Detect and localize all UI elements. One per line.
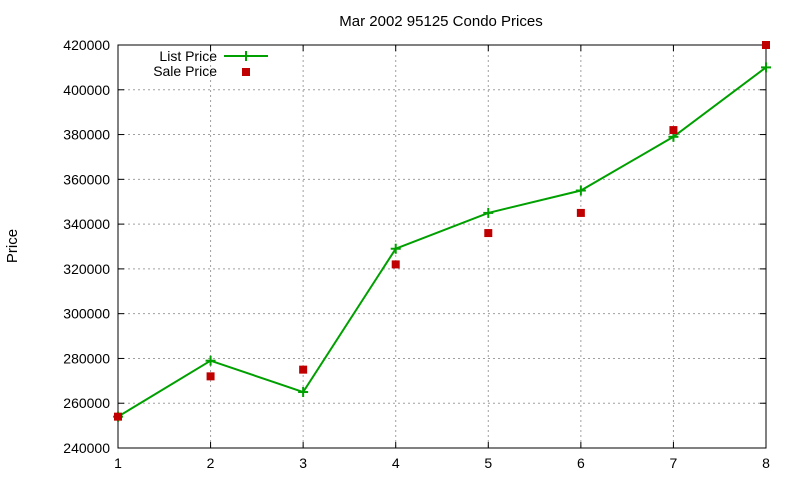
x-tick-label: 6 [577, 455, 585, 471]
x-tick-label: 8 [762, 455, 770, 471]
x-tick-label: 3 [299, 455, 307, 471]
data-point-list-price [298, 387, 309, 398]
legend: List Price Sale Price [153, 48, 268, 79]
plot-frame [117, 44, 767, 449]
data-point-list-price [390, 243, 401, 254]
y-tick-label: 340000 [63, 216, 110, 232]
data-point-list-price [761, 62, 771, 73]
x-tick-label: 2 [207, 455, 215, 471]
y-tick-label: 380000 [63, 127, 110, 143]
data-point-sale-price [391, 260, 400, 269]
x-tick-label: 1 [114, 455, 122, 471]
data-point-sale-price [484, 229, 493, 238]
data-point-sale-price [299, 365, 308, 374]
data-point-sale-price [114, 412, 122, 421]
data-point-sale-price [669, 126, 678, 135]
chart-title: Mar 2002 95125 Condo Prices [339, 13, 542, 30]
data-point-sale-price [206, 372, 215, 381]
legend-label-sale-price: Sale Price [153, 63, 217, 79]
x-tick-label: 7 [670, 455, 678, 471]
y-tick-label: 240000 [63, 440, 110, 456]
legend-label-list-price: List Price [159, 48, 217, 64]
y-tick-label: 320000 [63, 261, 110, 277]
data-point-sale-price [576, 208, 585, 217]
y-axis-label: Price [4, 229, 21, 263]
grid [118, 45, 766, 448]
ticks: 240000 260000 280000 300000 320000 340000 3600… [63, 37, 770, 471]
y-tick-label: 260000 [63, 395, 110, 411]
series-line-list-price [117, 66, 767, 418]
data-point-list-price [575, 185, 586, 196]
x-tick-label: 5 [484, 455, 492, 471]
y-tick-label: 280000 [63, 350, 110, 366]
y-tick-label: 400000 [63, 82, 110, 98]
data-point-sale-price [762, 41, 770, 49]
y-tick-label: 300000 [63, 306, 110, 322]
series-layer [113, 41, 771, 422]
data-point-list-price [483, 207, 494, 218]
legend-marker-sale-price [242, 68, 250, 76]
y-tick-label: 360000 [63, 171, 110, 187]
y-tick-label: 420000 [63, 37, 110, 53]
legend-marker-list-price [241, 51, 251, 61]
x-tick-label: 4 [392, 455, 400, 471]
data-point-list-price [205, 355, 216, 366]
